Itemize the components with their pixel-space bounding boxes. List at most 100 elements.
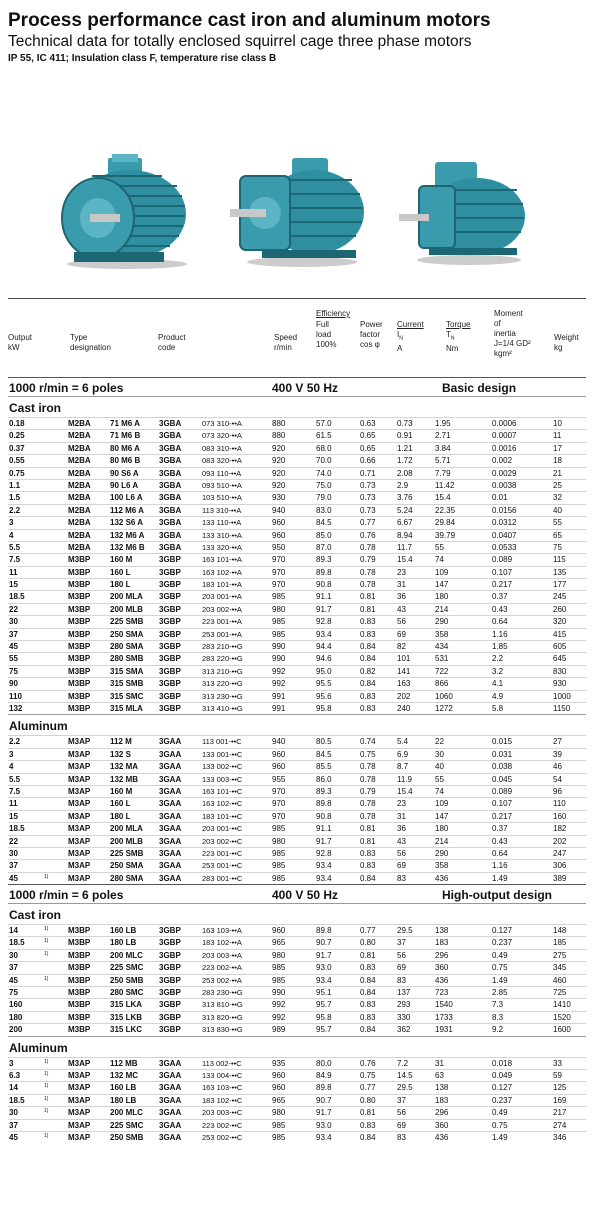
technical-data-table: Output kW Type designation Product code Spe… <box>8 298 586 1143</box>
cell-output-kw: 2.2 <box>9 505 21 515</box>
cell-speed: 980 <box>272 950 286 960</box>
cell-product-code-prefix: 3GBP <box>159 950 181 960</box>
cell-product-code: 113 001-••C <box>202 737 242 747</box>
cell-frame-size: 200 MLA <box>110 592 143 602</box>
cell-efficiency: 93.4 <box>316 975 332 985</box>
col-type: Type designation <box>70 333 111 352</box>
cell-product-code-prefix: 3GBP <box>159 1025 181 1035</box>
cell-weight: 27 <box>553 737 562 747</box>
cell-output-kw: 0.55 <box>9 456 25 466</box>
cell-speed: 980 <box>272 836 286 846</box>
cell-efficiency: 92.8 <box>316 848 332 858</box>
cell-motor-type: M3AP <box>68 1070 91 1080</box>
table-row: 3 1) M3AP 112 MB 3GAA 113 002-••C 935 80.0 0.76 7… <box>8 1056 586 1069</box>
cell-frame-size: 315 SMB <box>110 679 144 689</box>
cell-motor-type: M3BP <box>68 1025 91 1035</box>
cell-efficiency: 89.3 <box>316 786 332 796</box>
cell-motor-type: M2BA <box>68 443 91 453</box>
cell-power-factor: 0.75 <box>360 749 376 759</box>
cell-inertia: 0.0038 <box>492 480 517 490</box>
cell-power-factor: 0.83 <box>360 1120 376 1130</box>
cell-current: 31 <box>397 580 406 590</box>
cell-weight: 11 <box>553 431 562 441</box>
cell-efficiency: 95.6 <box>316 691 332 701</box>
table-body: 1000 r/min = 6 poles 400 V 50 Hz Basic des… <box>8 377 586 1143</box>
cell-weight: 247 <box>553 848 567 858</box>
cell-note: 1) <box>44 1058 49 1065</box>
cell-efficiency: 89.3 <box>316 555 332 565</box>
cell-current: 202 <box>397 691 411 701</box>
cell-product-code-prefix: 3GBP <box>159 654 181 664</box>
cell-output-kw: 0.37 <box>9 443 25 453</box>
cell-output-kw: 30 <box>9 617 18 627</box>
cell-inertia: 0.217 <box>492 811 513 821</box>
cell-product-code-prefix: 3GAA <box>159 861 182 871</box>
cell-inertia: 0.237 <box>492 938 513 948</box>
cell-power-factor: 0.78 <box>360 811 376 821</box>
cell-note: 1) <box>44 1132 49 1139</box>
cell-speed: 940 <box>272 737 286 747</box>
cell-output-kw: 110 <box>9 691 22 701</box>
cell-inertia: 0.107 <box>492 799 513 809</box>
cell-torque: 296 <box>435 1108 449 1118</box>
cell-torque: 2.71 <box>435 431 451 441</box>
cell-product-code-prefix: 3GBP <box>159 703 181 713</box>
cell-power-factor: 0.78 <box>360 567 376 577</box>
cell-torque: 7.79 <box>435 468 451 478</box>
cell-current: 37 <box>397 938 406 948</box>
cell-efficiency: 95.1 <box>316 988 332 998</box>
cell-current: 3.76 <box>397 493 413 503</box>
cell-power-factor: 0.84 <box>360 1132 376 1142</box>
cell-frame-size: 250 SMA <box>110 861 144 871</box>
cell-inertia: 1.49 <box>492 1132 508 1142</box>
cell-current: 14.5 <box>397 1070 413 1080</box>
cell-current: 23 <box>397 799 406 809</box>
cell-torque: 358 <box>435 861 449 871</box>
cell-current: 5.4 <box>397 737 409 747</box>
cell-speed: 920 <box>272 468 286 478</box>
cell-frame-size: 250 SMA <box>110 629 144 639</box>
cell-frame-size: 80 M6 B <box>110 456 141 466</box>
cell-efficiency: 79.0 <box>316 493 332 503</box>
cell-speed: 985 <box>272 975 286 985</box>
cell-inertia: 0.038 <box>492 762 513 772</box>
cell-frame-size: 132 MC <box>110 1070 139 1080</box>
cell-product-code-prefix: 3GBP <box>159 1000 181 1010</box>
cell-output-kw: 18.5 <box>9 938 25 948</box>
cell-inertia: 0.75 <box>492 963 508 973</box>
cell-frame-size: 200 MLA <box>110 824 143 834</box>
table-row: 37 M3BP 250 SMA 3GBP 253 001-••A 985 93.4 0.83 6… <box>8 627 586 640</box>
cell-torque: 358 <box>435 629 449 639</box>
cell-efficiency: 91.7 <box>316 836 332 846</box>
cell-product-code-prefix: 3GBA <box>159 431 182 441</box>
cell-torque: 1931 <box>435 1025 453 1035</box>
cell-efficiency: 89.8 <box>316 799 332 809</box>
cell-product-code-prefix: 3GAA <box>159 749 182 759</box>
cell-product-code-prefix: 3GAA <box>159 774 182 784</box>
cell-product-code-prefix: 3GAA <box>159 799 182 809</box>
cell-inertia: 0.43 <box>492 836 508 846</box>
table-row: 37 M3AP 250 SMA 3GAA 253 001-••C 985 93.4 0.83 6… <box>8 859 586 871</box>
cell-efficiency: 89.8 <box>316 567 332 577</box>
cell-speed: 992 <box>272 666 286 676</box>
cell-current: 362 <box>397 1025 411 1035</box>
cell-current: 15.4 <box>397 555 413 565</box>
cell-frame-size: 112 M <box>110 737 132 747</box>
cell-product-code-prefix: 3GAA <box>159 1058 182 1068</box>
cell-product-code: 163 101-••C <box>202 786 243 796</box>
table-row: 18.5 1) M3BP 180 LB 3GBP 183 102-••A 965 90.7 0.… <box>8 936 586 948</box>
cell-product-code-prefix: 3GBP <box>159 617 181 627</box>
table-row: 45 1) M3AP 250 SMB 3GAA 253 002-••C 985 93.4 0.8… <box>8 1130 586 1143</box>
cell-motor-type: M3AP <box>68 1120 91 1130</box>
cell-efficiency: 57.0 <box>316 419 332 428</box>
cell-inertia: 3.2 <box>492 666 504 676</box>
cell-frame-size: 160 M <box>110 555 133 565</box>
cell-power-factor: 0.84 <box>360 1025 376 1035</box>
cell-output-kw: 37 <box>9 1120 18 1130</box>
cell-inertia: 0.75 <box>492 1120 508 1130</box>
group-name: Aluminum <box>8 714 586 735</box>
motor-photo-2 <box>230 158 364 267</box>
col-efficiency-group: Efficiency <box>316 309 351 318</box>
cell-weight: 1000 <box>553 691 571 701</box>
cell-current: 36 <box>397 824 406 834</box>
